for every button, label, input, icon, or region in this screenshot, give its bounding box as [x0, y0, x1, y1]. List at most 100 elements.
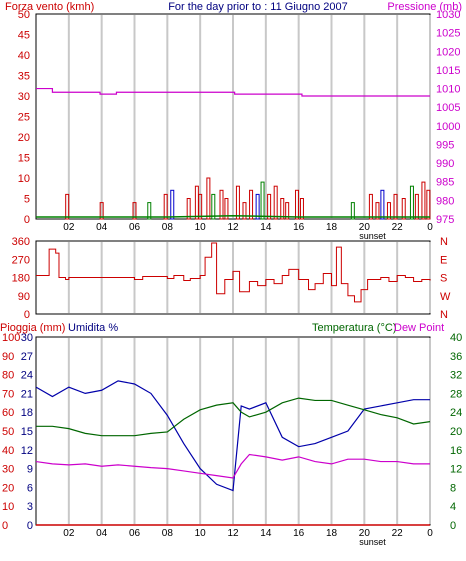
sunset-label: sunset	[359, 231, 386, 241]
pressure-tick: 975	[436, 214, 454, 226]
x-tick-label: 04	[96, 222, 108, 233]
humidity-tick: 6	[27, 482, 33, 494]
x-tick-label: 16	[293, 528, 305, 539]
wind-direction-axes: 0 N 90 W 180 S 270 E 360 N	[12, 236, 451, 321]
pressure-tick: 990	[436, 158, 454, 170]
temperature-tick: 28	[450, 388, 462, 400]
temp-humidity-marks	[35, 380, 431, 526]
chart-title: For the day prior to : 11 Giugno 2007	[168, 1, 348, 13]
wind-speed-tick: 50	[18, 9, 30, 21]
wind-speed-bar	[350, 202, 355, 220]
pressure-tick: 1015	[436, 65, 460, 77]
x-tick-label: 18	[326, 222, 338, 233]
wind-pressure-marks	[36, 87, 431, 220]
temperature-tick: 20	[450, 426, 462, 438]
wind-speed-tick: 15	[18, 153, 30, 165]
wind-speed-bar	[426, 189, 431, 220]
wind-speed-bar	[386, 202, 391, 220]
pressure-tick: 980	[436, 195, 454, 207]
wind-speed-bar	[368, 193, 373, 220]
x-tick-label: 08	[162, 222, 174, 233]
pressure-tick: 1020	[436, 46, 460, 58]
wind-speed-tick: 0	[24, 214, 30, 226]
pressure-tick: 995	[436, 139, 454, 151]
wind-speed-tick: 30	[18, 91, 30, 103]
humidity-tick: 18	[21, 407, 33, 419]
rain-tick: 100	[2, 332, 20, 344]
x-tick-label: 10	[195, 528, 207, 539]
humidity-tick: 0	[27, 520, 33, 532]
wind-pressure-gridlines: 02 04 06 08 10 12 14 16 18 20 22 0 sunset	[63, 15, 433, 241]
wind-speed-bar	[249, 189, 254, 220]
wind-speed-tick: 25	[18, 112, 30, 124]
humidity-tick: 27	[21, 351, 33, 363]
rain-tick: 40	[2, 445, 14, 457]
pressure-tick: 1030	[436, 9, 460, 21]
pressure-line	[36, 87, 430, 97]
temperature-tick: 32	[450, 370, 462, 382]
wind-speed-bar	[206, 177, 211, 220]
temperature-tick: 36	[450, 351, 462, 363]
wind-speed-bar	[99, 202, 104, 220]
rain-label: Pioggia (mm)	[0, 322, 65, 334]
temperature-tick: 12	[450, 464, 462, 476]
humidity-label: Umidita %	[68, 322, 118, 334]
temperature-tick: 8	[450, 482, 456, 494]
wind-speed-bar	[273, 185, 278, 220]
pressure-tick: 1000	[436, 121, 460, 133]
wind-direction-marks	[36, 242, 431, 303]
wind-speed-label: Forza vento (kmh)	[5, 1, 94, 13]
wind-speed-bar	[299, 198, 304, 220]
temperature-tick: 0	[450, 520, 456, 532]
pressure-tick: 1025	[436, 28, 460, 40]
temperature-tick: 16	[450, 445, 462, 457]
humidity-tick: 12	[21, 445, 33, 457]
wind-speed-bar	[267, 193, 272, 220]
wind-speed-bar	[211, 193, 216, 220]
x-tick-label: 06	[129, 222, 141, 233]
rain-tick: 80	[2, 370, 14, 382]
direction-degree-tick: 270	[12, 254, 30, 266]
wind-speed-tick: 45	[18, 30, 30, 42]
humidity-tick: 15	[21, 426, 33, 438]
x-tick-label: 22	[392, 528, 404, 539]
x-tick-label: 0	[427, 528, 433, 539]
rain-tick: 0	[2, 520, 8, 532]
wind-speed-bar	[414, 193, 419, 220]
temperature-label: Temperatura (°C)	[312, 322, 396, 334]
x-tick-label: 12	[227, 222, 239, 233]
wind-pressure-axes: 0510152025303540455097598098599099510001…	[18, 9, 461, 226]
gust-line	[36, 214, 430, 218]
temperature-tick: 4	[450, 501, 456, 513]
x-tick-label: 16	[293, 222, 305, 233]
rain-tick: 50	[2, 426, 14, 438]
x-tick-label: 14	[260, 222, 272, 233]
wind-speed-bar	[170, 189, 175, 220]
x-tick-label: 0	[427, 222, 433, 233]
dew-point-label: Dew Point	[394, 322, 444, 334]
direction-compass-tick: N	[440, 309, 448, 321]
wind-speed-bar	[224, 198, 229, 220]
temperature-line	[36, 397, 431, 437]
wind-speed-bar	[163, 193, 168, 220]
wind-speed-tick: 35	[18, 71, 30, 83]
wind-speed-bar	[260, 181, 265, 220]
wind-speed-bar	[242, 202, 247, 220]
wind-speed-bar	[219, 189, 224, 220]
direction-compass-tick: E	[440, 254, 447, 266]
rain-tick: 20	[2, 482, 14, 494]
direction-degree-tick: 180	[12, 273, 30, 285]
wind-speed-tick: 20	[18, 132, 30, 144]
wind-speed-bar	[393, 193, 398, 220]
wind-speed-bar	[255, 193, 260, 220]
wind-speed-bar	[285, 202, 290, 220]
direction-compass-tick: N	[440, 236, 448, 248]
x-tick-label: 22	[392, 222, 404, 233]
wind-speed-tick: 10	[18, 173, 30, 185]
wind-speed-bar	[65, 193, 70, 220]
x-tick-label: 20	[359, 528, 371, 539]
rain-tick: 70	[2, 388, 14, 400]
wind-speed-bar	[375, 202, 380, 220]
